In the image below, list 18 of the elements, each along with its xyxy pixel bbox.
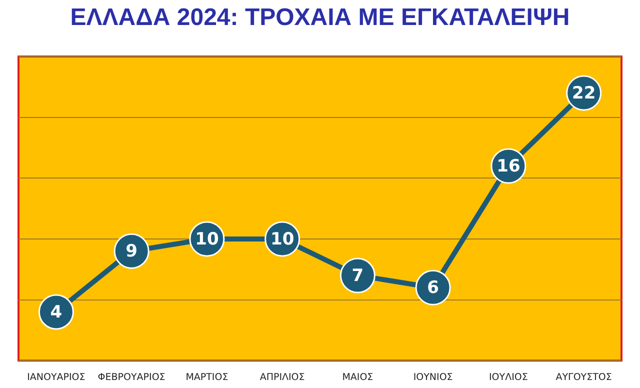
chart-title: ΕΛΛΑΔΑ 2024: ΤΡΟΧΑΙΑ ΜΕ ΕΓΚΑΤΑΛΕΙΨΗ — [69, 3, 571, 33]
x-tick-label: ΑΠΡΙΛΙΟΣ — [260, 372, 305, 383]
x-tick-label: ΜΑΡΤΙΟΣ — [186, 372, 228, 383]
data-label: 10 — [195, 229, 219, 250]
data-label: 6 — [427, 278, 439, 298]
x-tick-label: ΑΥΓΟΥΣΤΟΣ — [556, 372, 612, 383]
data-label: 7 — [352, 266, 364, 286]
data-label: 22 — [572, 83, 596, 104]
x-tick-label: ΙΑΝΟΥΑΡΙΟΣ — [27, 372, 86, 383]
x-tick-label: ΙΟΥΝΙΟΣ — [413, 372, 453, 383]
data-label: 10 — [270, 229, 294, 250]
data-label: 16 — [496, 156, 520, 176]
point — [340, 258, 376, 294]
x-tick-label: ΙΟΥΛΙΟΣ — [489, 372, 528, 383]
data-label: 9 — [126, 242, 138, 262]
x-tick-label: ΜΑΙΟΣ — [342, 372, 374, 383]
x-tick-label: ΦΕΒΡΟΥΑΡΙΟΣ — [98, 372, 166, 383]
data-label: 4 — [50, 302, 62, 322]
